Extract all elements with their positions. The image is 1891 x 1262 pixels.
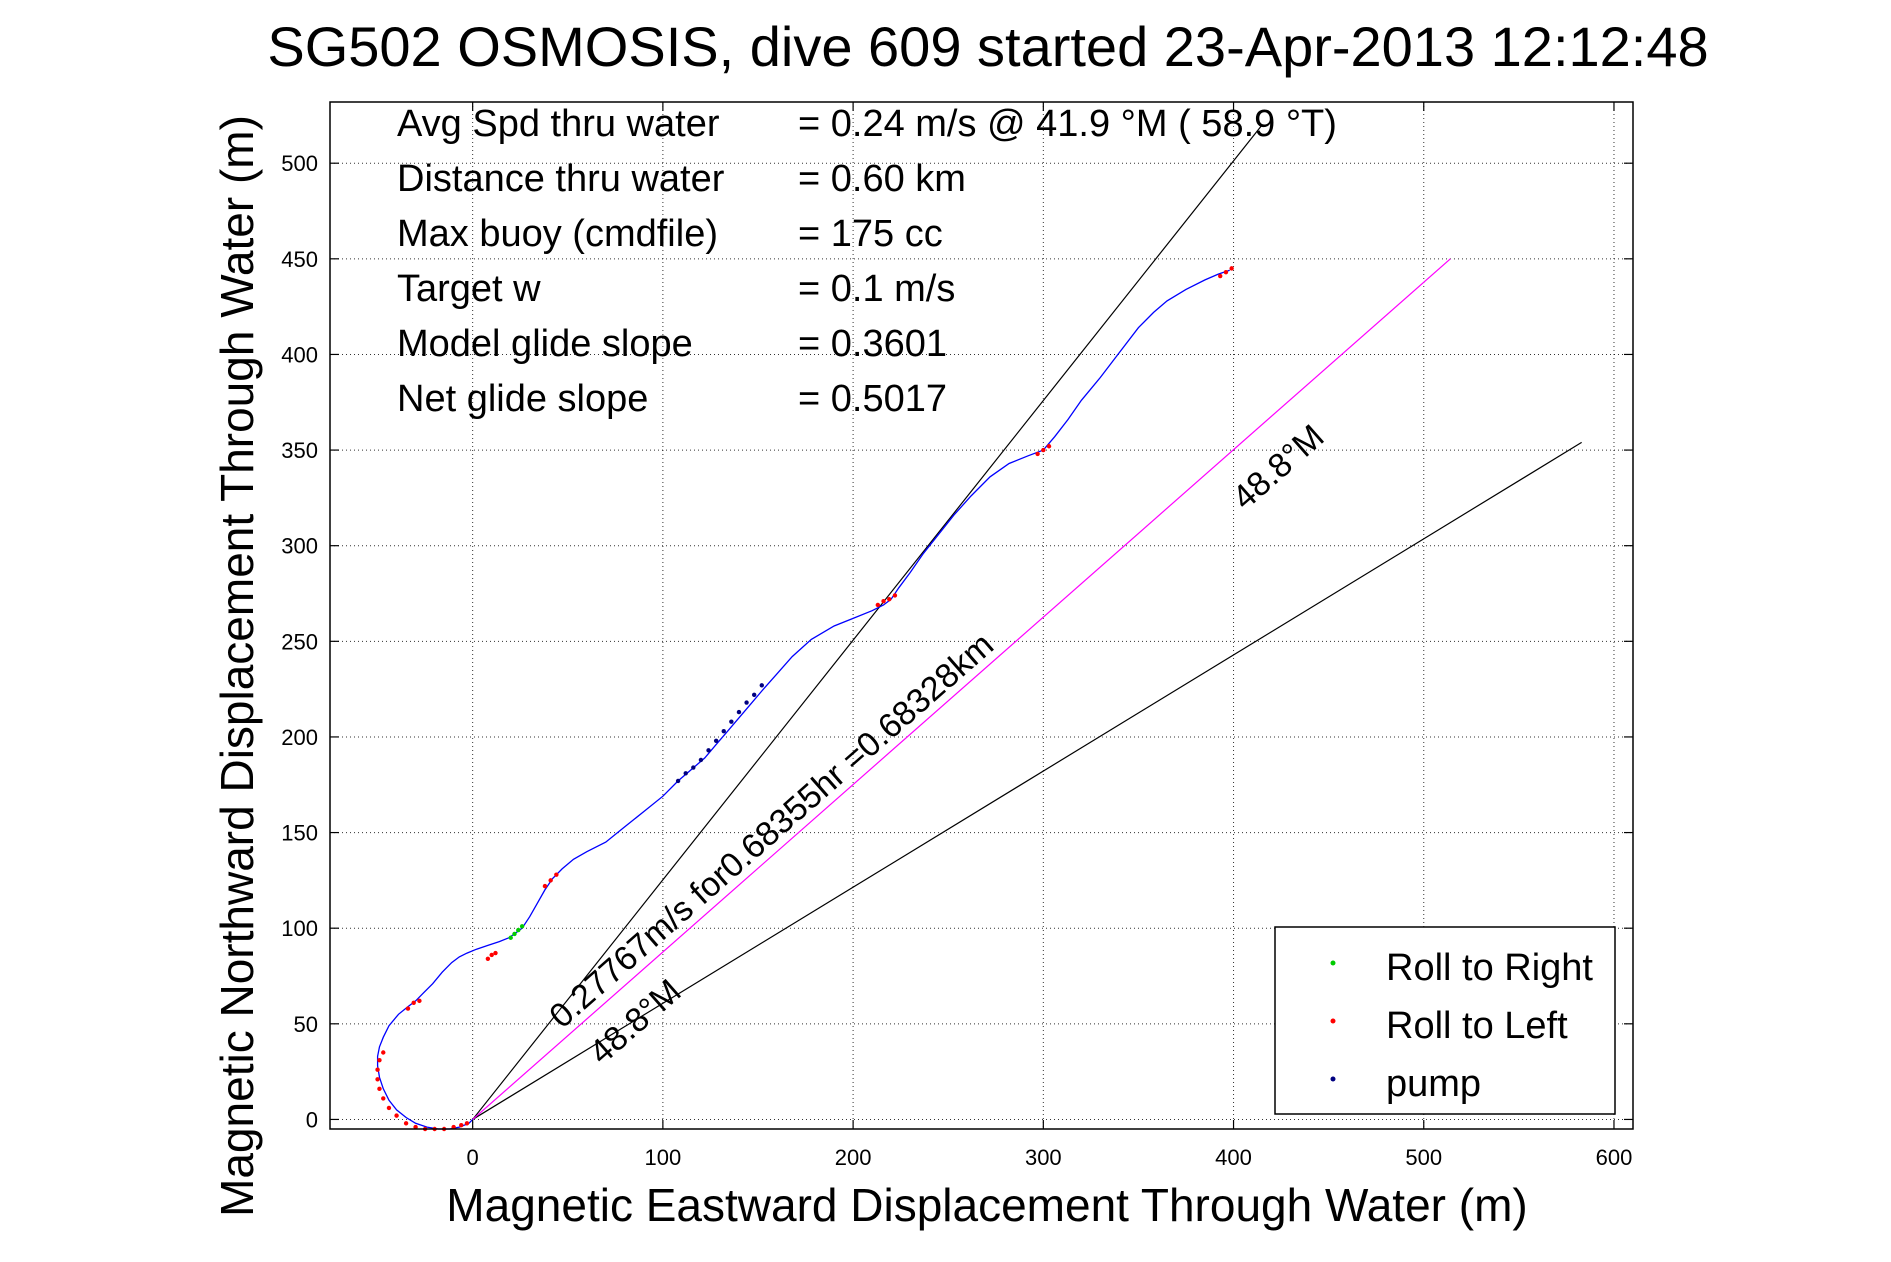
roll-to-left-marker <box>1046 444 1052 449</box>
roll-to-right-marker <box>512 931 517 937</box>
legend-marker-roll-left <box>1330 1018 1336 1024</box>
roll-to-left-marker <box>881 598 886 604</box>
info-value: = 0.60 km <box>798 158 966 200</box>
y-tick-label: 450 <box>281 247 318 272</box>
roll-to-left-marker <box>1041 447 1046 453</box>
pump-marker <box>698 757 704 763</box>
legend-marker-roll-right <box>1330 960 1336 966</box>
legend: Roll to Right Roll to Left pump <box>1274 926 1616 1115</box>
legend-label-roll-right: Roll to Right <box>1386 947 1593 989</box>
y-tick-label: 150 <box>281 821 318 846</box>
legend-label-roll-left: Roll to Left <box>1386 1005 1568 1047</box>
chart-title: SG502 OSMOSIS, dive 609 started 23-Apr-2… <box>267 15 1708 78</box>
guide-line <box>472 258 1451 1120</box>
roll-to-left-marker <box>375 1077 380 1082</box>
x-tick-label: 0 <box>467 1145 479 1170</box>
heading-guide-lines <box>472 124 1582 1120</box>
info-value: = 0.24 m/s @ 41.9 °M ( 58.9 °T) <box>798 103 1337 145</box>
info-label: Net glide slope <box>397 378 648 420</box>
info-label: Distance thru water <box>397 158 725 200</box>
pump-marker <box>759 683 764 688</box>
x-tick-label: 400 <box>1215 1145 1252 1170</box>
info-value: = 0.3601 <box>798 323 947 365</box>
roll-to-left-marker <box>377 1086 382 1092</box>
pump-marker <box>729 719 734 724</box>
y-tick-label: 300 <box>281 534 318 559</box>
info-value: = 0.1 m/s <box>798 268 955 310</box>
roll-to-left-marker <box>1218 273 1223 279</box>
roll-to-left-marker <box>403 1121 409 1126</box>
info-value: = 175 cc <box>798 213 943 255</box>
y-tick-label: 0 <box>306 1107 318 1132</box>
plot-area-frame <box>329 101 1634 1130</box>
pump-marker <box>736 709 742 715</box>
y-tick-label: 100 <box>281 916 318 941</box>
y-tick-label: 350 <box>281 438 318 463</box>
roll-to-left-marker <box>451 1124 456 1130</box>
roll-to-right-marker <box>519 924 525 929</box>
roll-to-left-marker <box>405 1006 411 1011</box>
legend-marker-pump <box>1330 1076 1336 1082</box>
roll-to-left-marker <box>887 597 892 602</box>
y-tick-label: 500 <box>281 151 318 176</box>
y-tick-label: 200 <box>281 725 318 750</box>
x-tick-label: 500 <box>1405 1145 1442 1170</box>
roll-to-left-marker <box>386 1105 392 1111</box>
dive-info-block: Avg Spd thru water = 0.24 m/s @ 41.9 °M (… <box>397 103 1337 420</box>
pump-marker <box>744 700 749 705</box>
x-tick-label: 200 <box>835 1145 872 1170</box>
pump-marker <box>751 692 757 698</box>
roll-to-left-marker <box>417 998 422 1004</box>
pump-marker <box>683 771 688 776</box>
y-tick-label: 50 <box>294 1012 318 1037</box>
info-label: Model glide slope <box>397 323 693 365</box>
axis-ticks: 0 100 200 300 400 500 600 0 50 100 150 200 250 300 350… <box>281 102 1633 1170</box>
pump-marker <box>675 778 681 784</box>
roll-to-left-marker <box>875 602 881 608</box>
roll-to-left-marker <box>459 1122 464 1128</box>
guide-line <box>472 441 1582 1120</box>
info-label: Avg Spd thru water <box>397 103 720 145</box>
roll-to-left-marker <box>375 1067 380 1072</box>
x-tick-label: 300 <box>1025 1145 1062 1170</box>
roll-to-left-marker <box>485 956 491 961</box>
x-tick-label: 100 <box>645 1145 682 1170</box>
roll-to-left-marker <box>892 593 898 598</box>
x-axis-label: Magnetic Eastward Displacement Through W… <box>446 1179 1527 1231</box>
roll-to-left-marker <box>1035 451 1040 457</box>
roll-to-left-marker <box>381 1050 386 1055</box>
x-tick-label: 600 <box>1596 1145 1633 1170</box>
roll-to-left-marker <box>413 1124 418 1130</box>
roll-to-right-marker <box>508 935 513 940</box>
glider-track <box>376 269 1230 1130</box>
y-tick-label: 250 <box>281 629 318 654</box>
roll-to-left-marker <box>1223 270 1229 275</box>
track-line <box>376 269 1230 1130</box>
roll-to-left-marker <box>542 883 548 889</box>
roll-to-left-marker <box>554 872 559 877</box>
roll-to-left-marker <box>381 1096 386 1101</box>
pump-marker <box>691 765 696 770</box>
info-value: = 0.5017 <box>798 378 947 420</box>
roll-to-right-marker <box>516 927 521 933</box>
roll-to-left-marker <box>489 952 494 958</box>
roll-to-left-marker <box>493 950 498 956</box>
roll-to-left-marker <box>394 1113 399 1118</box>
roll-to-left-marker <box>548 878 553 883</box>
guide-line <box>472 124 1263 1120</box>
roll-to-left-marker <box>411 1000 416 1005</box>
roll-to-left-marker <box>464 1121 470 1126</box>
roll-to-left-marker <box>377 1057 382 1063</box>
y-axis-label: Magnetic Northward Displacement Through … <box>211 115 263 1217</box>
track-markers <box>375 266 1234 1132</box>
y-tick-label: 400 <box>281 342 318 367</box>
info-label: Target w <box>397 268 541 310</box>
pump-marker <box>713 738 719 743</box>
info-label: Max buoy (cmdfile) <box>397 213 718 255</box>
legend-label-pump: pump <box>1386 1063 1481 1105</box>
pump-marker <box>706 748 711 753</box>
roll-to-left-marker <box>1229 266 1234 271</box>
pump-marker <box>721 729 726 734</box>
